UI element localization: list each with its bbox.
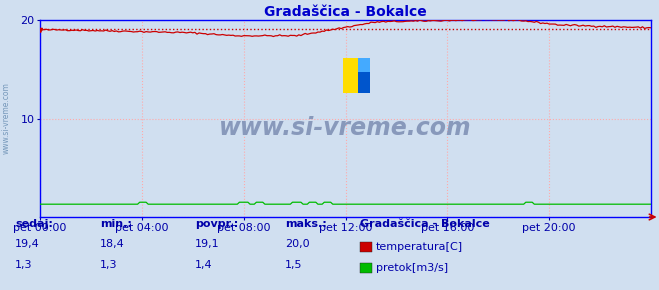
Text: www.si-vreme.com: www.si-vreme.com (2, 83, 11, 155)
Text: temperatura[C]: temperatura[C] (376, 242, 463, 252)
Text: 20,0: 20,0 (285, 239, 310, 249)
Text: www.si-vreme.com: www.si-vreme.com (219, 116, 472, 140)
Text: 19,1: 19,1 (195, 239, 219, 249)
Text: min.:: min.: (100, 219, 132, 229)
Text: Gradaščica - Bokalce: Gradaščica - Bokalce (360, 219, 490, 229)
Title: Gradaščica - Bokalce: Gradaščica - Bokalce (264, 5, 427, 19)
Text: 1,4: 1,4 (195, 260, 213, 270)
Text: maks.:: maks.: (285, 219, 327, 229)
Text: 1,5: 1,5 (285, 260, 302, 270)
Text: 18,4: 18,4 (100, 239, 125, 249)
Text: 1,3: 1,3 (100, 260, 117, 270)
Text: sedaj:: sedaj: (15, 219, 53, 229)
Text: povpr.:: povpr.: (195, 219, 239, 229)
Text: 1,3: 1,3 (15, 260, 32, 270)
Text: 19,4: 19,4 (15, 239, 40, 249)
Text: pretok[m3/s]: pretok[m3/s] (376, 263, 448, 273)
